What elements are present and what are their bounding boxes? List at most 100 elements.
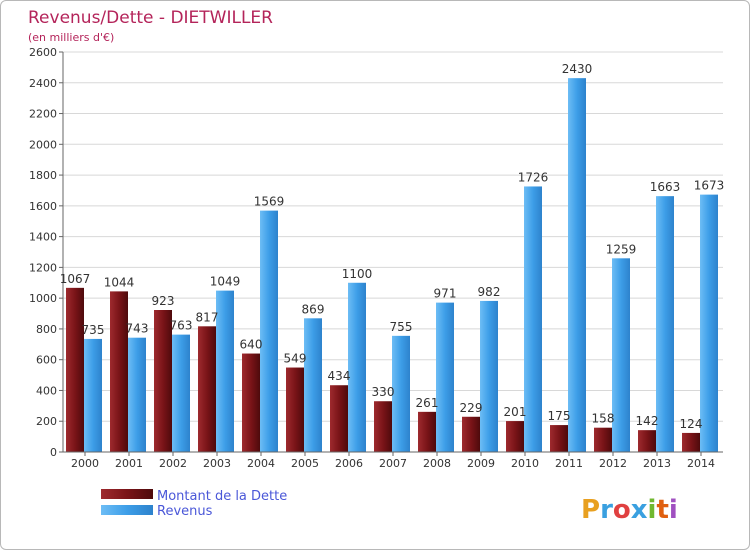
bar-revenus [216, 290, 234, 452]
bar-revenus [260, 210, 278, 452]
logo-letter: t [656, 495, 668, 525]
bar-dette [638, 430, 656, 452]
y-tick-label: 1200 [29, 261, 57, 274]
legend-swatch-dette [101, 489, 153, 499]
logo-letter: i [648, 495, 657, 525]
logo-letter: r [600, 495, 613, 525]
logo-letter: i [669, 495, 678, 525]
value-label-dette: 175 [548, 409, 571, 423]
value-label-revenus: 1100 [342, 267, 373, 281]
y-tick-label: 2600 [29, 46, 57, 59]
bar-revenus [392, 335, 410, 452]
x-tick-label: 2014 [687, 457, 715, 470]
x-tick-label: 2007 [379, 457, 407, 470]
bar-dette [110, 291, 128, 452]
x-tick-label: 2001 [115, 457, 143, 470]
value-label-revenus: 763 [170, 319, 193, 333]
y-tick-label: 200 [36, 415, 57, 428]
value-label-revenus: 982 [478, 285, 501, 299]
bar-dette [154, 310, 172, 452]
y-tick-label: 1400 [29, 231, 57, 244]
x-tick-label: 2008 [423, 457, 451, 470]
bar-dette [198, 326, 216, 452]
bar-dette [682, 432, 700, 452]
bar-dette [462, 416, 480, 452]
x-axis: 2000 2001 2002 2003 2004 2005 2006 2007 2008 2009… [63, 451, 723, 470]
y-tick-label: 2000 [29, 138, 57, 151]
bar-revenus [84, 338, 102, 452]
value-label-dette: 549 [284, 352, 307, 366]
chart-title: Revenus/Dette - DIETWILLER [28, 8, 273, 28]
bar-revenus [480, 300, 498, 452]
bar-revenus [612, 258, 630, 452]
bar-revenus [568, 78, 586, 453]
value-label-revenus: 971 [434, 287, 457, 301]
bar-revenus [172, 334, 190, 452]
bars [66, 78, 718, 453]
value-label-revenus: 755 [390, 320, 413, 334]
legend-label-dette: Montant de la Dette [157, 489, 287, 504]
x-tick-label: 2003 [203, 457, 231, 470]
value-label-revenus: 1259 [606, 242, 637, 256]
bar-dette [506, 421, 524, 452]
y-tick-label: 1800 [29, 169, 57, 182]
bar-dette [374, 401, 392, 452]
x-tick-label: 2000 [71, 457, 99, 470]
bar-dette [418, 411, 436, 452]
bar-revenus [700, 194, 718, 452]
x-tick-label: 2012 [599, 457, 627, 470]
value-label-revenus: 1673 [694, 179, 725, 193]
x-tick-label: 2002 [159, 457, 187, 470]
y-tick-label: 1600 [29, 200, 57, 213]
y-tick-label: 600 [36, 354, 57, 367]
value-label-revenus: 1049 [210, 275, 241, 289]
value-label-revenus: 735 [82, 323, 105, 337]
x-tick-label: 2009 [467, 457, 495, 470]
bar-revenus [524, 186, 542, 452]
value-label-dette: 923 [152, 294, 175, 308]
value-label-dette: 817 [196, 310, 219, 324]
value-label-revenus: 1569 [254, 195, 285, 209]
value-label-dette: 1044 [104, 275, 135, 289]
y-axis: 0 200 400 600 800 1000 1200 1400 1600 1800 2000 220… [29, 46, 64, 459]
y-tick-label: 2200 [29, 108, 57, 121]
proxiti-logo: Proxiti [581, 495, 678, 525]
y-tick-label: 0 [50, 446, 57, 459]
value-label-dette: 229 [460, 401, 483, 415]
bar-dette [330, 385, 348, 452]
chart-subtitle: (en milliers d'€) [28, 31, 114, 44]
logo-letter: o [613, 495, 631, 525]
bar-revenus [656, 196, 674, 452]
bar-revenus [128, 337, 146, 452]
bar-dette [594, 427, 612, 452]
x-tick-label: 2013 [643, 457, 671, 470]
bar-revenus [304, 318, 322, 452]
value-label-dette: 330 [372, 385, 395, 399]
y-tick-label: 1000 [29, 292, 57, 305]
x-tick-label: 2011 [555, 457, 583, 470]
value-label-dette: 1067 [60, 272, 91, 286]
bar-dette [242, 353, 260, 452]
logo-letter: P [581, 495, 600, 525]
value-label-dette: 640 [240, 338, 263, 352]
value-label-dette: 158 [592, 412, 615, 426]
y-tick-label: 400 [36, 384, 57, 397]
x-tick-label: 2004 [247, 457, 275, 470]
bar-dette [550, 425, 568, 452]
x-tick-label: 2005 [291, 457, 319, 470]
legend-swatch-revenus [101, 505, 153, 515]
value-label-dette: 261 [416, 396, 439, 410]
value-label-revenus: 2430 [562, 62, 593, 76]
value-label-revenus: 1726 [518, 170, 549, 184]
value-label-dette: 124 [680, 417, 703, 431]
value-label-dette: 142 [636, 414, 659, 428]
y-tick-label: 2400 [29, 77, 57, 90]
value-label-dette: 201 [504, 405, 527, 419]
x-tick-label: 2010 [511, 457, 539, 470]
bar-dette [286, 367, 304, 452]
bar-dette [66, 287, 84, 452]
x-tick-label: 2006 [335, 457, 363, 470]
